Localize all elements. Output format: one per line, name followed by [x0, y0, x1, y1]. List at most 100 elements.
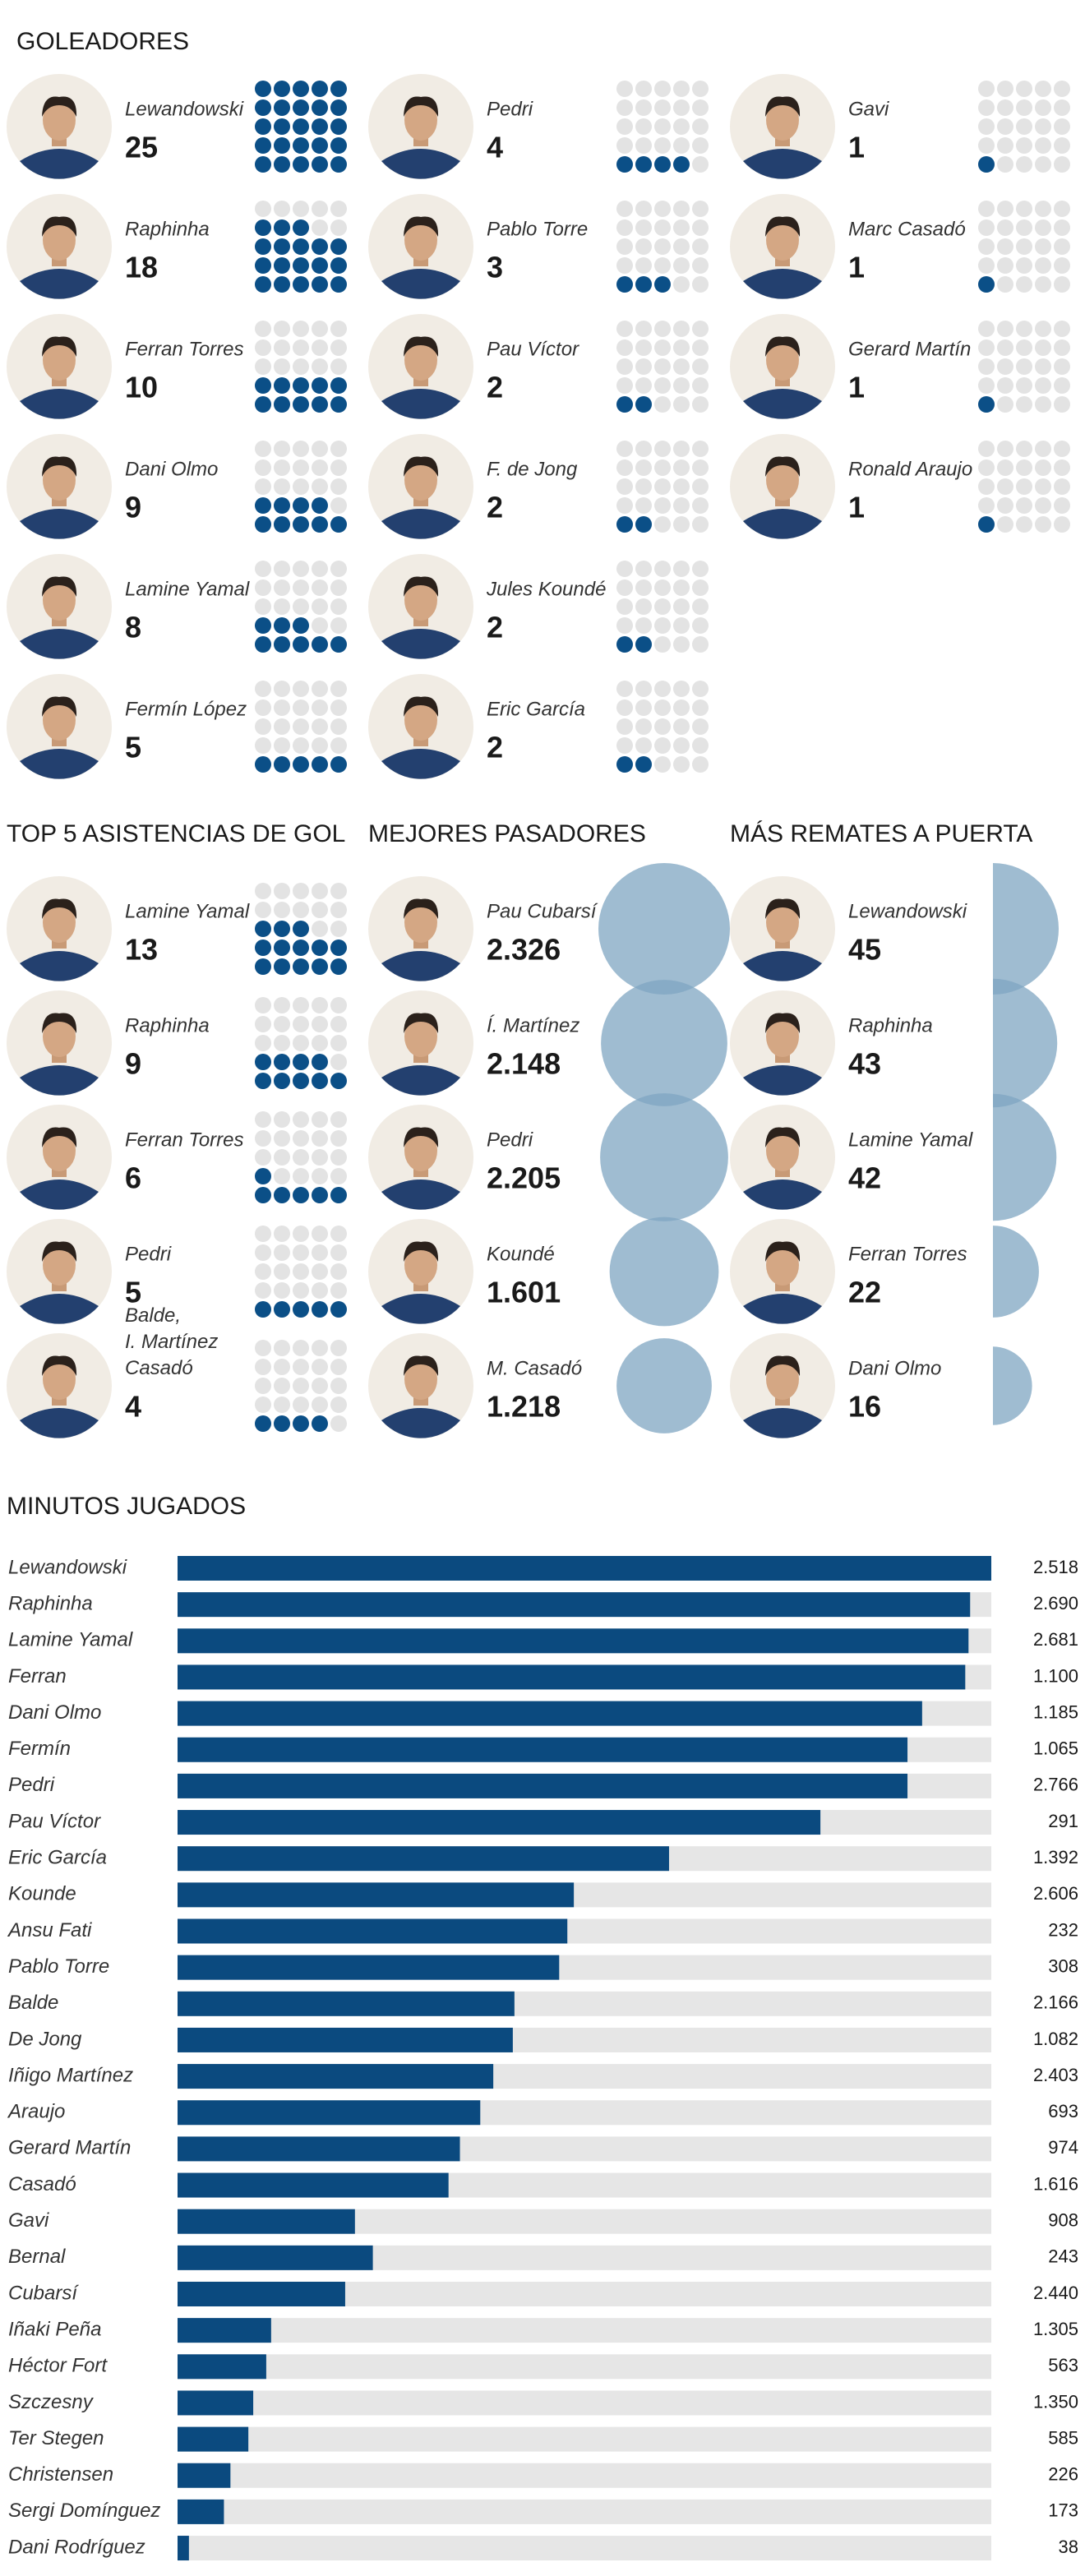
- dot: [1035, 81, 1051, 97]
- dot: [673, 579, 690, 596]
- player-photo: [730, 74, 835, 179]
- dot: [330, 997, 347, 1013]
- shirt: [381, 1065, 460, 1096]
- player-photo: [368, 554, 473, 659]
- bar: [178, 1846, 669, 1872]
- bar-label: Iñigo Martínez: [8, 2064, 133, 2086]
- head: [404, 902, 437, 943]
- dot: [635, 699, 652, 716]
- dot: [635, 497, 652, 514]
- hair: [765, 216, 801, 237]
- dot: [274, 681, 290, 697]
- dot: [997, 497, 1013, 514]
- dot: [312, 681, 328, 697]
- dot: [635, 276, 652, 293]
- head: [766, 219, 799, 261]
- player-value: 1.601: [487, 1276, 561, 1309]
- player-name: Raphinha: [848, 1014, 933, 1036]
- player-photo: [7, 674, 112, 779]
- bar: [178, 1810, 821, 1835]
- hair: [42, 216, 77, 237]
- dot: [312, 219, 328, 236]
- player-value: 1: [848, 371, 865, 404]
- dot: [312, 1149, 328, 1166]
- dot: [293, 1111, 309, 1128]
- dot: [1035, 238, 1051, 255]
- dot: [293, 1378, 309, 1394]
- dot: [293, 1282, 309, 1299]
- dot: [978, 478, 995, 495]
- dot: [255, 358, 271, 375]
- dot: [274, 1301, 290, 1318]
- half-bubble: [993, 863, 1059, 995]
- player-photo: [368, 194, 473, 299]
- dot: [997, 99, 1013, 116]
- dot: [1016, 459, 1032, 476]
- dot: [997, 321, 1013, 337]
- player-name: Pau Cubarsí: [487, 900, 598, 922]
- bar-label: Héctor Fort: [8, 2355, 108, 2377]
- player-name: Pau Víctor: [487, 338, 579, 360]
- dot: [330, 958, 347, 975]
- dot: [654, 478, 671, 495]
- bar-label: Pablo Torre: [8, 1955, 109, 1978]
- waffle: [978, 201, 1070, 293]
- hair: [42, 96, 77, 117]
- dot: [312, 118, 328, 135]
- dot: [255, 1016, 271, 1032]
- dot: [997, 358, 1013, 375]
- dot: [673, 377, 690, 394]
- dot: [1054, 276, 1070, 293]
- dot: [274, 1035, 290, 1051]
- dot: [692, 478, 709, 495]
- dot: [293, 99, 309, 116]
- dot: [997, 276, 1013, 293]
- dot: [274, 1244, 290, 1261]
- dot: [1054, 257, 1070, 274]
- bar: [178, 1882, 575, 1908]
- player-name: Koundé: [487, 1243, 555, 1265]
- dot: [312, 1378, 328, 1394]
- shirt: [381, 1294, 460, 1324]
- bar-label: Gerard Martín: [8, 2137, 131, 2159]
- dot: [312, 756, 328, 773]
- dot: [635, 257, 652, 274]
- dot: [330, 1359, 347, 1375]
- dot: [997, 516, 1013, 533]
- shirt: [20, 1180, 99, 1210]
- dot: [978, 276, 995, 293]
- player-name: Ferran Torres: [848, 1243, 967, 1265]
- dot: [255, 756, 271, 773]
- dot: [330, 1035, 347, 1051]
- dot: [692, 441, 709, 457]
- hair: [42, 696, 77, 717]
- bar-total: 2.166: [1033, 1992, 1078, 2013]
- bar-total: 2.518: [1033, 1557, 1078, 1577]
- player-name: Pedri: [487, 1129, 533, 1151]
- dot: [274, 81, 290, 97]
- head: [43, 902, 76, 943]
- dot: [293, 1016, 309, 1032]
- dot: [673, 321, 690, 337]
- hair: [765, 1355, 801, 1376]
- head: [766, 1359, 799, 1400]
- player-photo: [368, 74, 473, 179]
- bar-label: Eric García: [8, 1847, 107, 1869]
- bar: [178, 2426, 249, 2452]
- bar-track: [178, 2318, 991, 2343]
- dot: [654, 81, 671, 97]
- dot: [274, 1340, 290, 1356]
- dot: [330, 238, 347, 255]
- waffle: [255, 681, 347, 773]
- hair: [404, 576, 439, 597]
- player-value: 2.326: [487, 933, 561, 967]
- dot: [654, 99, 671, 116]
- head: [766, 459, 799, 501]
- dot: [293, 396, 309, 413]
- dot: [1054, 459, 1070, 476]
- dot: [312, 921, 328, 937]
- dot: [616, 377, 633, 394]
- dot: [274, 276, 290, 293]
- shirt: [381, 509, 460, 539]
- half-bubble: [993, 1093, 1057, 1221]
